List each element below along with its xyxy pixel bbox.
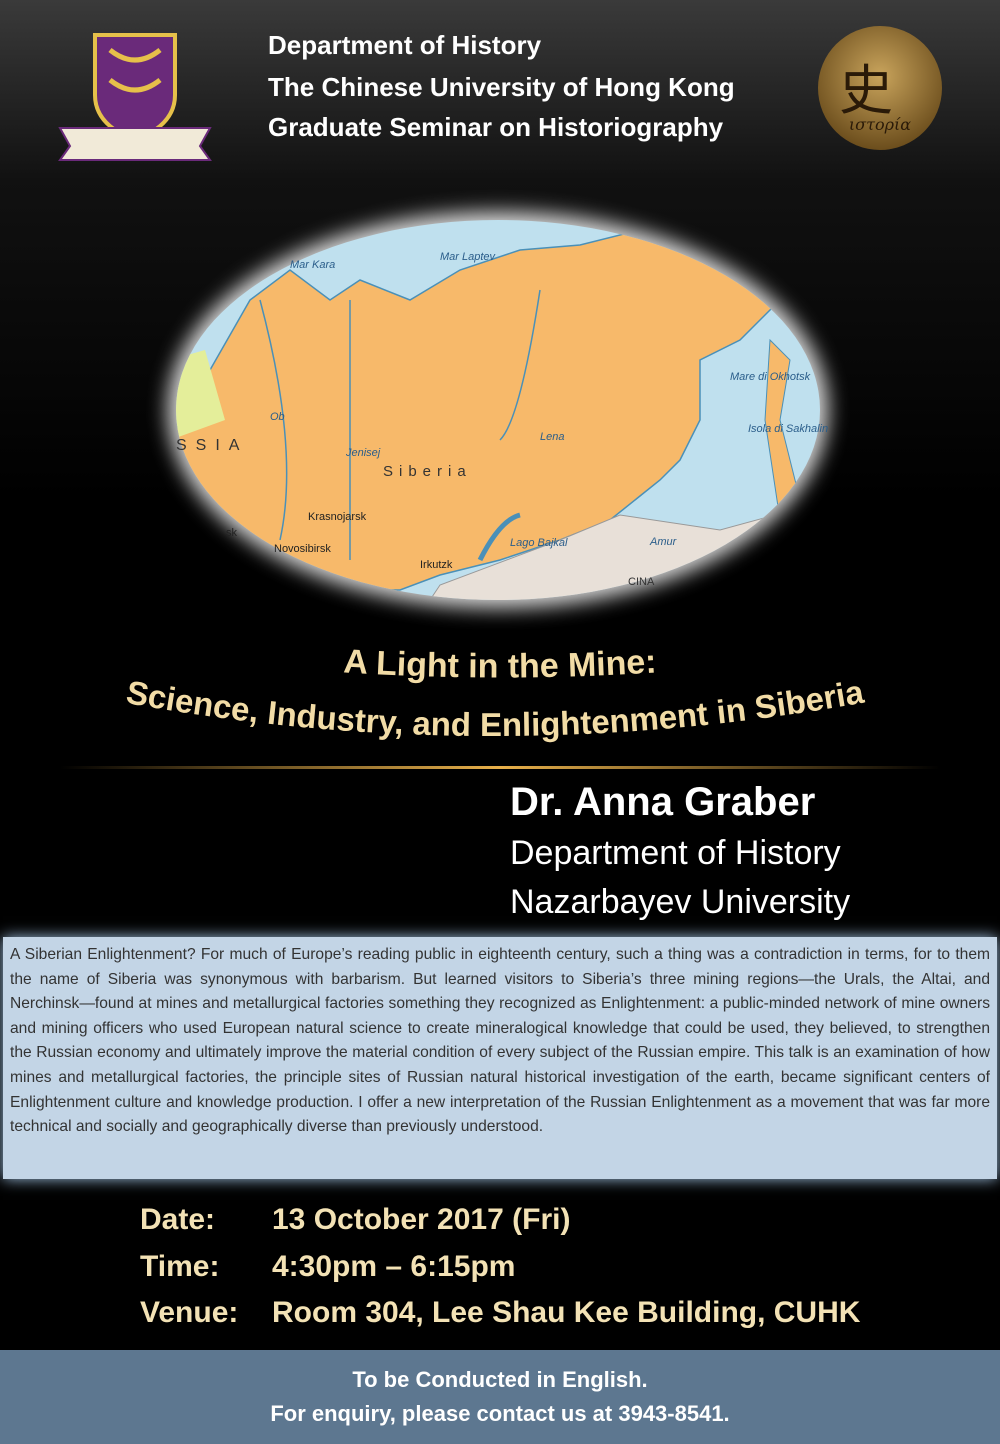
- divider: [60, 766, 940, 769]
- detail-label: Date:: [140, 1203, 216, 1236]
- header-line: Department of History: [268, 30, 542, 60]
- map-label: Ob: [270, 411, 285, 423]
- history-logo: 史 ιστορία: [818, 26, 942, 150]
- map-label: Jenisej: [345, 447, 381, 459]
- footer: To be Conducted in English. For enquiry,…: [0, 1350, 1000, 1444]
- map-label: Krasnojarsk: [308, 511, 367, 523]
- logo-caption: ιστορία: [849, 115, 911, 134]
- abstract: A Siberian Enlightenment? For much of Eu…: [3, 937, 997, 1179]
- detail-value: 13 October 2017 (Fri): [272, 1203, 571, 1236]
- map-label: Isola di Sakhalin: [748, 423, 828, 435]
- map-label: Amur: [649, 536, 678, 548]
- header-line: Graduate Seminar on Historiography: [268, 112, 724, 142]
- logo-char: 史: [839, 59, 893, 122]
- title-line1-path: A Light in the Mine:: [342, 642, 657, 685]
- map-label: Mare di Okhotsk: [730, 371, 811, 383]
- detail-label: Venue:: [140, 1296, 239, 1329]
- detail-value: 4:30pm – 6:15pm: [272, 1250, 516, 1283]
- graphics: 史 ιστορία Mar Kara Mar Laptev SSIA Siber…: [58, 26, 942, 769]
- speaker-name: Dr. Anna Graber: [510, 780, 816, 824]
- map: [176, 220, 820, 600]
- map-label: Novosibirsk: [274, 543, 331, 555]
- footer-line: To be Conducted in English.: [352, 1367, 648, 1392]
- map-label: sk: [226, 527, 238, 539]
- cuhk-logo: [58, 33, 212, 161]
- map-label: CINA: [628, 576, 655, 588]
- map-label: Siberia: [383, 463, 472, 480]
- footer-line: For enquiry, please contact us at 3943-8…: [270, 1401, 730, 1426]
- map-labels: Mar Kara Mar Laptev SSIA Siberia Krasnoj…: [176, 251, 828, 588]
- map-label: Mar Laptev: [440, 251, 497, 263]
- map-label: SSIA: [176, 437, 248, 454]
- detail-value: Room 304, Lee Shau Kee Building, CUHK: [272, 1296, 861, 1329]
- speaker-university: Nazarbayev University: [510, 883, 851, 921]
- title-line1: A Light in the Mine:: [342, 642, 657, 685]
- map-label: Lena: [540, 431, 564, 443]
- header-line: The Chinese University of Hong Kong: [268, 72, 735, 102]
- detail-label: Time:: [140, 1250, 220, 1283]
- map-label: Mar Kara: [290, 259, 335, 271]
- map-label: Irkutzk: [420, 559, 453, 571]
- map-label: Lago Bajkal: [510, 537, 568, 549]
- speaker-department: Department of History: [510, 834, 841, 872]
